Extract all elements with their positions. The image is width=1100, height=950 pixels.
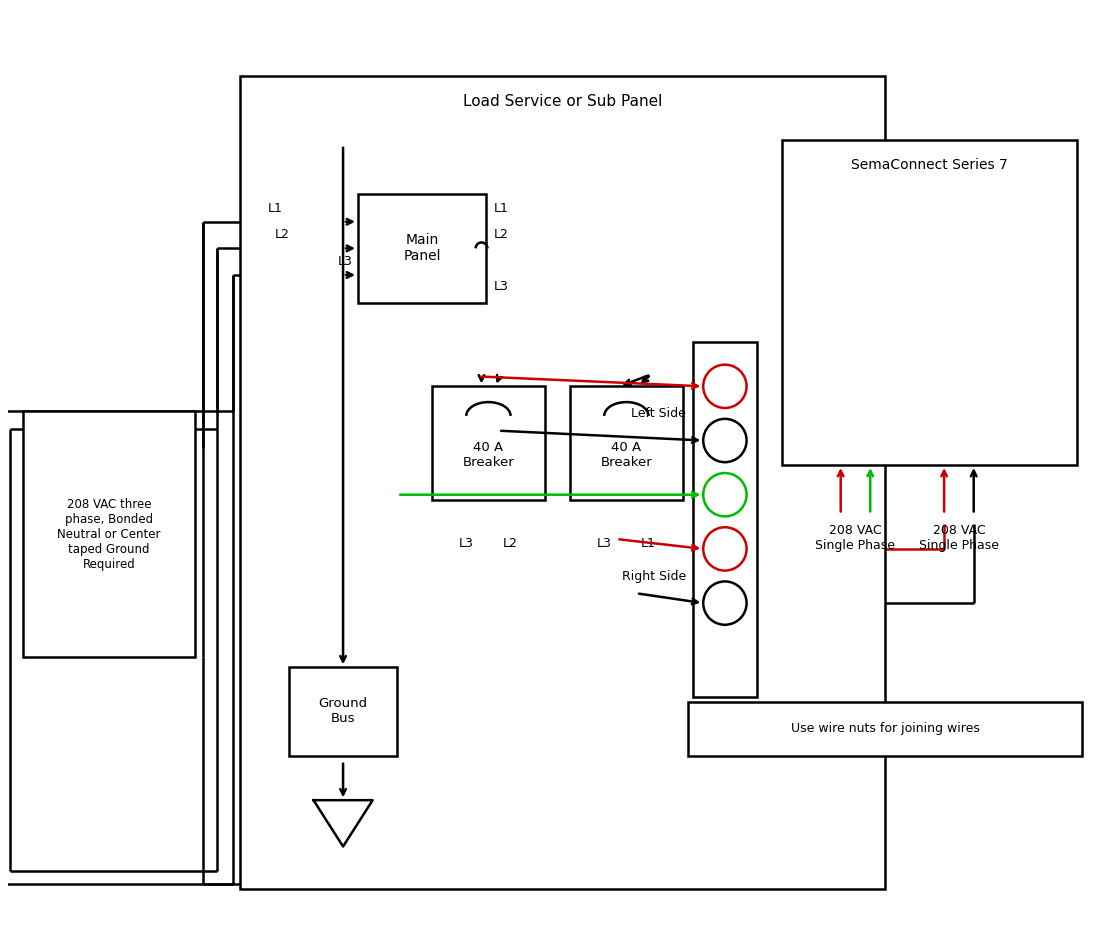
Bar: [688, 702, 1082, 756]
Bar: [289, 667, 397, 756]
Text: L3: L3: [494, 280, 508, 293]
Text: 40 A
Breaker: 40 A Breaker: [601, 441, 652, 468]
Text: 208 VAC
Single Phase: 208 VAC Single Phase: [918, 524, 999, 552]
Text: 208 VAC three
phase, Bonded
Neutral or Center
taped Ground
Required: 208 VAC three phase, Bonded Neutral or C…: [57, 498, 161, 571]
Text: Load Service or Sub Panel: Load Service or Sub Panel: [463, 94, 662, 108]
Text: Use wire nuts for joining wires: Use wire nuts for joining wires: [791, 722, 979, 735]
Text: L3: L3: [596, 537, 612, 550]
Text: L3: L3: [338, 255, 353, 268]
Circle shape: [703, 581, 747, 625]
Bar: [693, 342, 757, 696]
Text: L2: L2: [275, 228, 290, 241]
Text: L2: L2: [494, 228, 508, 241]
Text: Right Side: Right Side: [621, 569, 686, 582]
Bar: [240, 76, 886, 889]
Circle shape: [703, 473, 747, 517]
Circle shape: [703, 365, 747, 408]
Bar: [23, 411, 196, 657]
Bar: [782, 140, 1077, 466]
Text: Left Side: Left Side: [631, 407, 686, 420]
Text: L1: L1: [641, 537, 656, 550]
Text: L1: L1: [268, 201, 283, 215]
Text: L2: L2: [503, 537, 518, 550]
Text: 40 A
Breaker: 40 A Breaker: [462, 441, 515, 468]
Circle shape: [703, 527, 747, 571]
Bar: [432, 387, 546, 500]
Text: SemaConnect Series 7: SemaConnect Series 7: [851, 158, 1008, 172]
Circle shape: [703, 419, 747, 463]
Bar: [358, 194, 486, 302]
Text: L1: L1: [494, 201, 508, 215]
Text: Ground
Bus: Ground Bus: [319, 697, 367, 726]
Bar: [570, 387, 683, 500]
Text: L3: L3: [459, 537, 474, 550]
Text: Main
Panel: Main Panel: [404, 234, 441, 263]
Text: 208 VAC
Single Phase: 208 VAC Single Phase: [815, 524, 895, 552]
